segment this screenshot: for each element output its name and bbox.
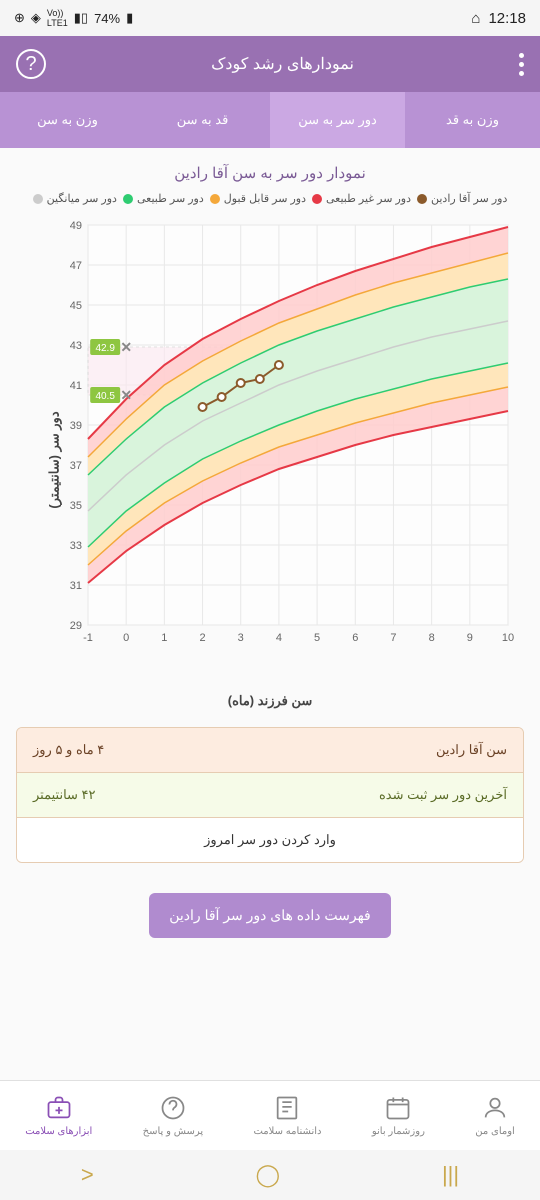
info-age-value: ۴ ماه و ۵ روز	[33, 742, 104, 758]
svg-text:9: 9	[467, 632, 473, 644]
info-last-label: آخرین دور سر ثبت شده	[379, 787, 507, 803]
svg-text:6: 6	[352, 632, 358, 644]
system-nav: ||| ◯ <	[0, 1150, 540, 1200]
enter-today-label: وارد کردن دور سر امروز	[204, 832, 336, 848]
svg-text:1: 1	[161, 632, 167, 644]
page-title: نمودارهای رشد کودک	[211, 54, 354, 74]
svg-text:47: 47	[70, 260, 82, 272]
svg-text:45: 45	[70, 300, 82, 312]
info-age-row: سن آقا رادین ۴ ماه و ۵ روز	[17, 728, 523, 772]
sys-recent[interactable]: |||	[442, 1162, 459, 1188]
svg-text:✕: ✕	[120, 387, 132, 403]
chart: دور سر (سانتیمتر) 2931333537394143454749…	[10, 215, 530, 705]
home-icon: ⌂	[471, 10, 480, 27]
lte-icon: Vo))LTE1	[47, 8, 68, 28]
calendar-icon	[384, 1094, 412, 1122]
x-axis-label: سن فرزند (ماه)	[228, 693, 313, 709]
medkit-icon	[45, 1094, 73, 1122]
chart-title: نمودار دور سر به سن آقا رادین	[0, 164, 540, 182]
svg-text:39: 39	[70, 420, 82, 432]
svg-text:33: 33	[70, 540, 82, 552]
legend-item: دور سر قابل قبول	[210, 192, 306, 205]
wifi-icon: ◈	[31, 10, 41, 26]
app-header: نمودارهای رشد کودک ?	[0, 36, 540, 92]
legend-item: دور سر غیر طبیعی	[312, 192, 411, 205]
svg-text:35: 35	[70, 500, 82, 512]
legend-item: دور سر طبیعی	[123, 192, 204, 205]
chart-legend: دور سر آقا رادین دور سر غیر طبیعی دور سر ق…	[0, 192, 540, 205]
legend-item: دور سر آقا رادین	[417, 192, 507, 205]
svg-text:✕: ✕	[120, 339, 132, 355]
nav-encyclopedia[interactable]: دانشنامه سلامت	[253, 1094, 321, 1137]
info-age-label: سن آقا رادین	[436, 742, 507, 758]
info-box: سن آقا رادین ۴ ماه و ۵ روز آخرین دور سر …	[16, 727, 524, 863]
svg-text:5: 5	[314, 632, 320, 644]
status-bar: 12:18 ⌂ ⊕ ◈ Vo))LTE1 ▮▯ 74% ▮	[0, 0, 540, 36]
svg-text:49: 49	[70, 220, 82, 232]
question-icon	[159, 1094, 187, 1122]
svg-text:7: 7	[390, 632, 396, 644]
enter-today-button[interactable]: وارد کردن دور سر امروز	[17, 818, 523, 862]
bottom-nav: اومای من روزشمار بانو دانشنامه سلامت پرس…	[0, 1080, 540, 1150]
nav-profile[interactable]: اومای من	[475, 1094, 515, 1137]
data-list-button[interactable]: فهرست داده های دور سر آقا رادین	[149, 893, 390, 938]
sys-back[interactable]: <	[81, 1162, 94, 1188]
nav-tools[interactable]: ابزارهای سلامت	[25, 1094, 92, 1137]
svg-text:-1: -1	[83, 632, 93, 644]
info-last-row: آخرین دور سر ثبت شده ۴۲ سانتیمتر	[17, 772, 523, 818]
tabs: وزن به قد دور سر به سن قد به سن وزن به س…	[0, 92, 540, 148]
book-icon	[273, 1094, 301, 1122]
chart-svg: 2931333537394143454749-1012345678910✕42.…	[58, 215, 518, 655]
battery-icon: ▮	[126, 10, 133, 26]
tab-height-age[interactable]: قد به سن	[135, 92, 270, 148]
battery-saver-icon: ⊕	[14, 10, 25, 26]
tab-weight-age[interactable]: وزن به سن	[0, 92, 135, 148]
svg-text:37: 37	[70, 460, 82, 472]
profile-icon	[481, 1094, 509, 1122]
svg-text:8: 8	[429, 632, 435, 644]
nav-qa[interactable]: پرسش و پاسخ	[143, 1094, 203, 1137]
svg-text:40.5: 40.5	[95, 391, 115, 402]
svg-text:42.9: 42.9	[95, 343, 115, 354]
svg-text:4: 4	[276, 632, 282, 644]
svg-text:29: 29	[70, 620, 82, 632]
tab-head-age[interactable]: دور سر به سن	[270, 92, 405, 148]
svg-text:31: 31	[70, 580, 82, 592]
tab-weight-height[interactable]: وزن به قد	[405, 92, 540, 148]
svg-text:2: 2	[199, 632, 205, 644]
info-last-value: ۴۲ سانتیمتر	[33, 787, 96, 803]
svg-text:10: 10	[502, 632, 514, 644]
battery-pct: 74%	[94, 11, 120, 26]
svg-text:41: 41	[70, 380, 82, 392]
help-icon[interactable]: ?	[16, 49, 46, 79]
sys-home[interactable]: ◯	[256, 1162, 281, 1188]
signal-icon: ▮▯	[74, 10, 88, 26]
status-time: 12:18	[488, 10, 526, 27]
svg-text:3: 3	[238, 632, 244, 644]
svg-text:0: 0	[123, 632, 129, 644]
svg-text:43: 43	[70, 340, 82, 352]
legend-item: دور سر میانگین	[33, 192, 117, 205]
nav-calendar[interactable]: روزشمار بانو	[372, 1094, 425, 1137]
menu-icon[interactable]	[519, 53, 524, 76]
